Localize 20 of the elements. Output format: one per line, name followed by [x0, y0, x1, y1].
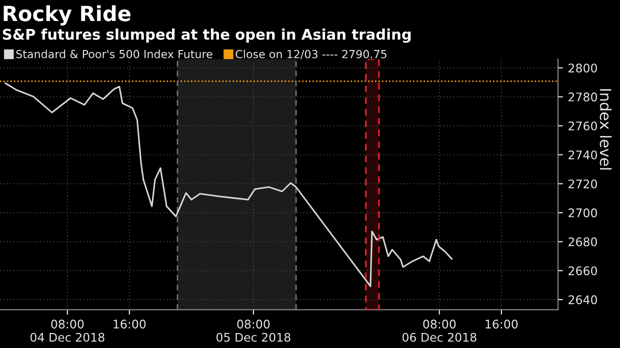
- y-tick-label: 2720: [568, 179, 597, 188]
- x-tick-label: 08:00 04 Dec 2018: [30, 320, 104, 342]
- legend-label: Close on 12/03 ---- 2790.75: [236, 50, 386, 60]
- y-tick-label: 2640: [568, 295, 597, 304]
- x-tick-label: 08:00 06 Dec 2018: [402, 320, 476, 342]
- legend-label: Standard & Poor's 500 Index Future: [16, 50, 212, 58]
- y-axis-title: Index level: [600, 89, 612, 170]
- x-tick-label: 16:00: [486, 320, 518, 329]
- y-tick-label: 2680: [568, 237, 597, 246]
- y-tick-label: 2740: [568, 150, 597, 160]
- chart-title: Rocky Ride: [4, 5, 130, 26]
- y-tick-label: 2760: [568, 122, 597, 130]
- y-tick-label: 2780: [568, 92, 597, 102]
- y-tick-label: 2660: [568, 266, 597, 276]
- x-tick-label: 16:00: [114, 320, 146, 329]
- chart-subtitle: S&P futures slumped at the open in Asian trading: [2, 28, 411, 43]
- y-tick-label: 2800: [568, 64, 597, 73]
- y-tick-label: 2700: [568, 208, 597, 218]
- x-tick-label: 08:00 05 Dec 2018: [216, 320, 290, 342]
- line-series: [4, 82, 453, 288]
